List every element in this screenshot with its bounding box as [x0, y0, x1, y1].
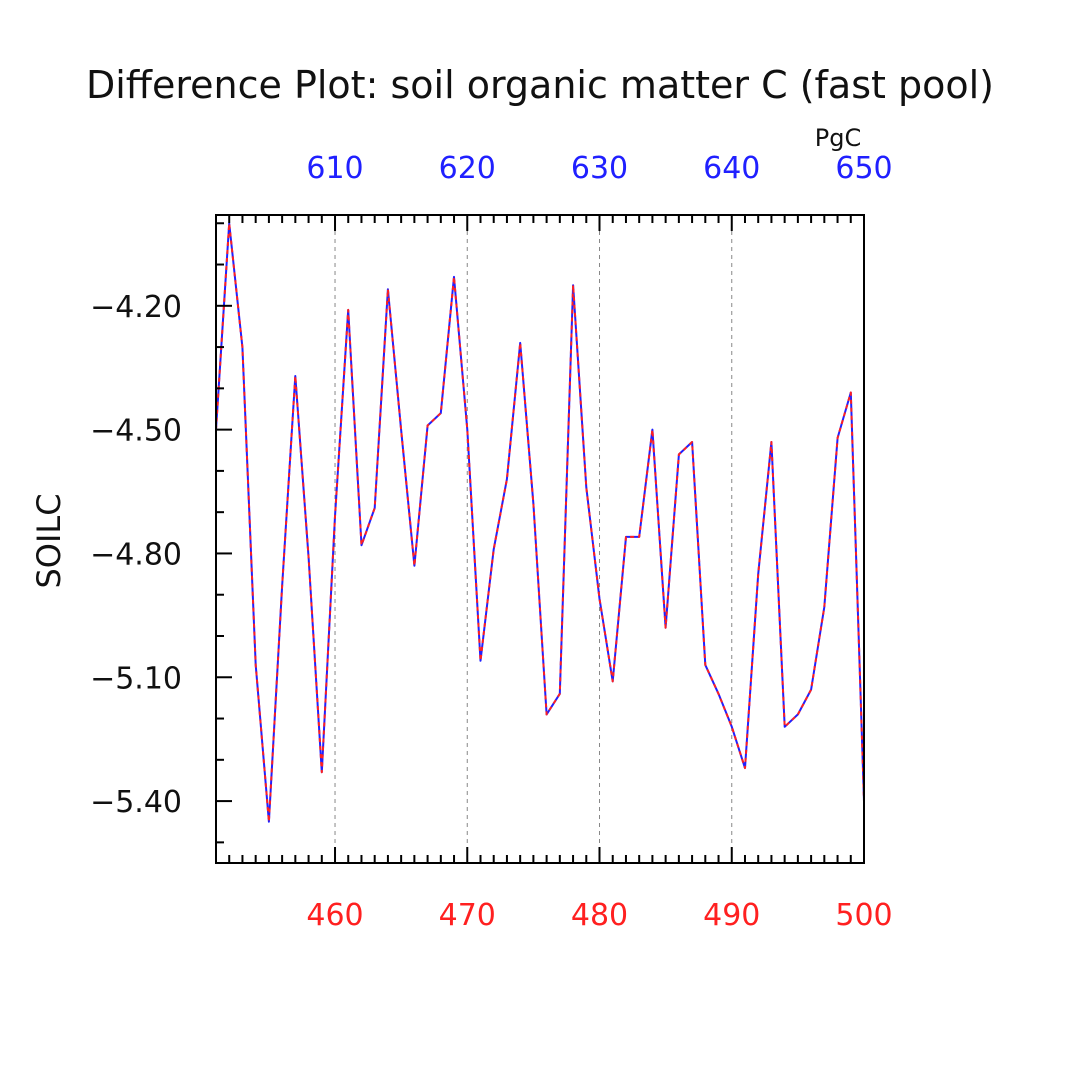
chart-title: Difference Plot: soil organic matter C (… — [86, 63, 994, 107]
bottom-tick-label: 490 — [703, 898, 760, 933]
y-tick-label: −5.10 — [90, 661, 182, 696]
y-axis-label: SOILC — [30, 493, 68, 588]
series-line-2 — [215, 222, 865, 823]
tick-labels: 460 470 480 490 500 610 620 630 640 650 −4.20 −4.50… — [90, 151, 893, 933]
top-tick-label: 650 — [835, 151, 892, 186]
y-tick-label: −4.80 — [90, 537, 182, 572]
axis-ticks — [215, 215, 865, 863]
top-tick-label: 640 — [703, 151, 760, 186]
y-tick-label: −5.40 — [90, 785, 182, 820]
top-tick-label: 610 — [306, 151, 363, 186]
top-tick-label: 630 — [571, 151, 628, 186]
y-tick-label: −4.20 — [90, 290, 182, 325]
bottom-tick-label: 480 — [571, 898, 628, 933]
top-tick-label: 620 — [439, 151, 496, 186]
bottom-tick-label: 460 — [306, 898, 363, 933]
units-label: PgC — [815, 124, 861, 152]
series-lines — [215, 222, 865, 823]
bottom-tick-label: 470 — [439, 898, 496, 933]
plot-frame — [215, 214, 865, 864]
grid-lines — [334, 215, 733, 863]
bottom-tick-label: 500 — [835, 898, 892, 933]
series-line-1 — [215, 222, 865, 823]
y-tick-label: −4.50 — [90, 414, 182, 449]
